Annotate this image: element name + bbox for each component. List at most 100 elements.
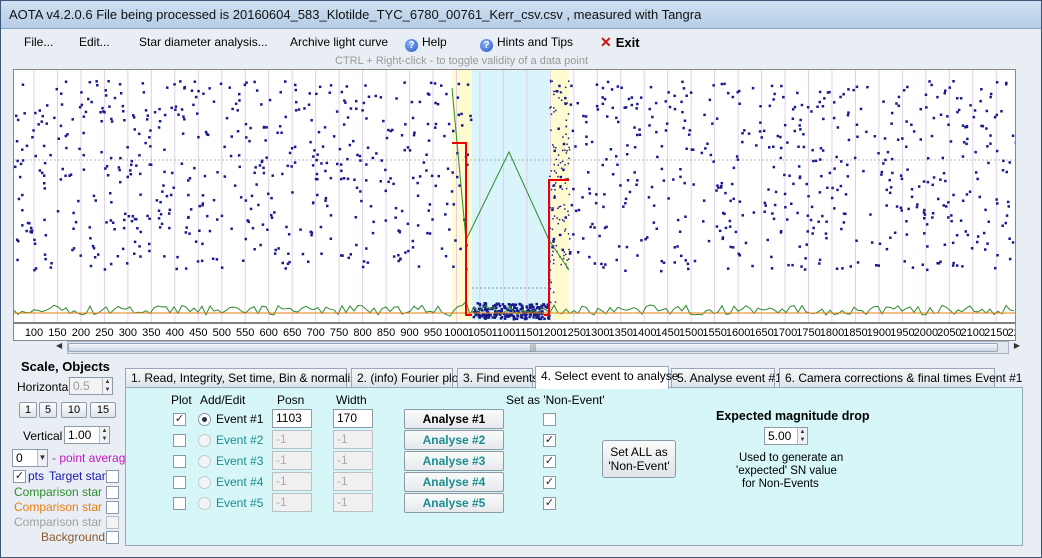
data-point [225, 116, 229, 120]
chevron-down-icon[interactable]: ▼ [37, 450, 47, 466]
data-point [552, 240, 555, 243]
data-point [568, 80, 570, 82]
comparison-star-3-checkbox[interactable] [106, 516, 119, 529]
light-curve-plot[interactable]: 100 150 200 250 300 350 400 450 500 550 600 650 700 7… [13, 69, 1016, 341]
event-5-width-input[interactable]: -1 [333, 493, 373, 512]
event-4-posn-input[interactable]: -1 [272, 472, 312, 491]
data-point [684, 259, 687, 262]
select-event-panel: Plot Add/Edit Posn Width Set as 'Non-Eve… [125, 387, 1023, 546]
event-1-radio[interactable] [198, 413, 211, 426]
menu-file[interactable]: File... [24, 35, 54, 49]
data-point [500, 309, 503, 313]
data-point [622, 205, 625, 208]
event-4-width-input[interactable]: -1 [333, 472, 373, 491]
event-2-posn-input[interactable]: -1 [272, 430, 312, 449]
data-point [188, 232, 191, 235]
comparison-star-1-checkbox[interactable] [106, 486, 119, 499]
point-average-value: 0 [16, 451, 23, 465]
data-point [307, 103, 311, 106]
tab-find-events[interactable]: 3. Find events [457, 368, 538, 388]
tab-select-event[interactable]: 4. Select event to analyse [535, 366, 678, 389]
menu-star-diameter[interactable]: Star diameter analysis... [139, 35, 268, 49]
light-curve-svg[interactable]: 100 150 200 250 300 350 400 450 500 550 600 650 700 7… [14, 70, 1016, 341]
event-5-posn-input[interactable]: -1 [272, 493, 312, 512]
menu-help[interactable]: ? Help [405, 35, 447, 52]
tab-read-integrity[interactable]: 1. Read, Integrity, Set time, Bin & norm… [125, 368, 363, 388]
menu-exit[interactable]: ✕ Exit [600, 34, 640, 51]
spin-arrows-icon[interactable]: ▲ ▼ [797, 428, 807, 444]
data-point [620, 86, 623, 89]
point-average-select[interactable]: 0 ▼ [12, 449, 48, 467]
spin-arrows-icon[interactable]: ▲ ▼ [99, 427, 109, 443]
set-all-nonevent-button[interactable]: Set ALL as 'Non-Event' [602, 440, 676, 478]
event-1-width-input[interactable]: 170 [333, 409, 373, 428]
zoom-button-10[interactable]: 10 [61, 402, 87, 418]
analyse-1-button[interactable]: Analyse #1 [404, 409, 504, 429]
event-3-radio[interactable] [198, 455, 211, 468]
analyse-2-button[interactable]: Analyse #2 [404, 430, 504, 450]
x-tick-label: 1100 [492, 327, 516, 339]
menu-archive-light-curve[interactable]: Archive light curve [290, 35, 389, 49]
analyse-3-button[interactable]: Analyse #3 [404, 451, 504, 471]
data-point [651, 115, 654, 119]
tab-camera-corrections[interactable]: 6. Camera corrections & final times Even… [779, 368, 1022, 388]
spin-arrows-icon[interactable]: ▲ ▼ [102, 378, 112, 394]
event-5-plot-checkbox[interactable] [173, 497, 186, 510]
event-2-nonevent-checkbox[interactable]: ✓ [543, 434, 556, 447]
tab-analyse-event[interactable]: 5. Analyse event #1 [671, 368, 782, 388]
data-point [805, 182, 808, 186]
vertical-scale-input[interactable]: 1.00 ▲ ▼ [64, 426, 110, 444]
data-point [736, 90, 739, 94]
background-checkbox[interactable] [106, 531, 119, 544]
horizontal-scrollbar[interactable]: ◀ ||| ▶ [56, 341, 1020, 354]
event-1-posn-input[interactable]: 1103 [272, 409, 312, 428]
data-point [912, 130, 916, 133]
data-point [932, 116, 936, 120]
event-1-plot-checkbox[interactable]: ✓ [173, 413, 186, 426]
analyse-4-button[interactable]: Analyse #4 [404, 472, 504, 492]
event-5-radio[interactable] [198, 497, 211, 510]
menu-edit[interactable]: Edit... [79, 35, 110, 49]
zoom-button-5[interactable]: 5 [39, 402, 57, 418]
event-2-width-input[interactable]: -1 [333, 430, 373, 449]
event-2-radio[interactable] [198, 434, 211, 447]
data-point [567, 233, 570, 235]
analyse-5-button[interactable]: Analyse #5 [404, 493, 504, 513]
data-point [989, 134, 992, 137]
data-point [729, 245, 732, 249]
scroll-thumb[interactable]: ||| [68, 343, 998, 352]
event-3-plot-checkbox[interactable] [173, 455, 186, 468]
data-point [163, 170, 166, 174]
expected-drop-input[interactable]: 5.00 ▲ ▼ [764, 427, 808, 445]
zoom-button-1[interactable]: 1 [19, 402, 37, 418]
menu-hints[interactable]: ? Hints and Tips [480, 35, 573, 52]
target-star-checkbox[interactable] [106, 470, 119, 483]
tab-fourier-plot[interactable]: 2. (info) Fourier plot [351, 368, 462, 388]
pts-checkbox[interactable]: ✓ [13, 470, 26, 483]
data-point [131, 215, 135, 218]
event-4-nonevent-checkbox[interactable]: ✓ [543, 476, 556, 489]
x-tick-label: 750 [330, 327, 348, 339]
event-2-plot-checkbox[interactable] [173, 434, 186, 447]
data-point [105, 165, 109, 168]
scroll-left-arrow[interactable]: ◀ [56, 341, 63, 350]
comparison-star-2-checkbox[interactable] [106, 501, 119, 514]
event-1-nonevent-checkbox[interactable] [543, 413, 556, 426]
data-point [947, 216, 950, 219]
event-3-posn-input[interactable]: -1 [272, 451, 312, 470]
horizontal-scale-input[interactable]: 0.5 ▲ ▼ [69, 377, 113, 395]
data-point [176, 255, 179, 259]
event-5-nonevent-checkbox[interactable]: ✓ [543, 497, 556, 510]
data-point [339, 163, 343, 166]
event-3-width-input[interactable]: -1 [333, 451, 373, 470]
event-3-nonevent-checkbox[interactable]: ✓ [543, 455, 556, 468]
zoom-button-15[interactable]: 15 [90, 402, 116, 418]
event-4-plot-checkbox[interactable] [173, 476, 186, 489]
scroll-right-arrow[interactable]: ▶ [1013, 341, 1020, 350]
data-point [149, 129, 152, 132]
event-4-radio[interactable] [198, 476, 211, 489]
data-point [475, 312, 479, 316]
data-point [364, 84, 367, 87]
data-point [354, 216, 358, 219]
data-point [196, 112, 199, 115]
